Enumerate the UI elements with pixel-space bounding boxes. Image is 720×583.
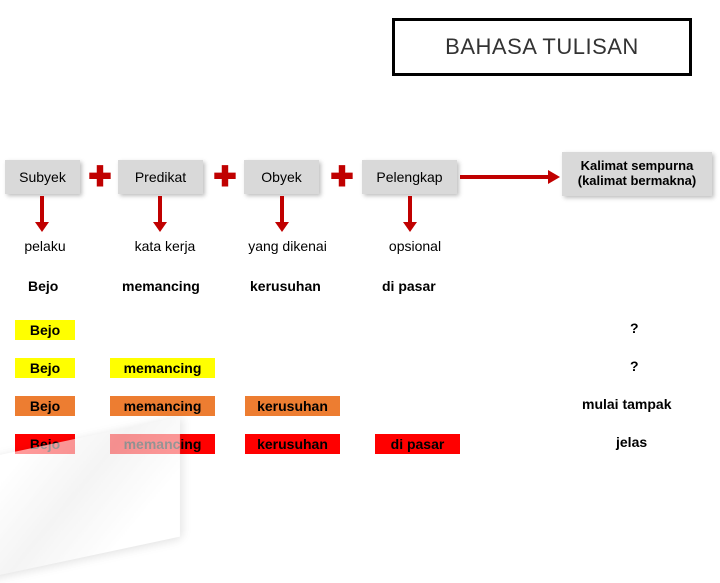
row3-predikat: memancing <box>110 396 215 416</box>
header-obyek: Obyek <box>244 160 319 194</box>
row3-obyek: kerusuhan <box>245 396 340 416</box>
example-pelengkap: di pasar <box>382 278 436 294</box>
header-subyek: Subyek <box>5 160 80 194</box>
header-predikat: Predikat <box>118 160 203 194</box>
row4-result: jelas <box>616 434 647 450</box>
row3-subyek: Bejo <box>15 396 75 416</box>
row2-result: ? <box>630 358 639 374</box>
example-subyek: Bejo <box>28 278 58 294</box>
header-pelengkap: Pelengkap <box>362 160 457 194</box>
arrow-line <box>460 175 550 179</box>
row3-result: mulai tampak <box>582 396 671 412</box>
row2-predikat: memancing <box>110 358 215 378</box>
plus-icon: ✚ <box>330 164 354 188</box>
sublabel-predikat: kata kerja <box>125 238 205 254</box>
plus-icon: ✚ <box>88 164 112 188</box>
down-arrow-icon <box>158 196 162 224</box>
row2-subyek: Bejo <box>15 358 75 378</box>
page-title: BAHASA TULISAN <box>392 18 692 76</box>
sublabel-obyek: yang dikenai <box>240 238 335 254</box>
row1-result: ? <box>630 320 639 336</box>
row4-obyek: kerusuhan <box>245 434 340 454</box>
row1-subyek: Bejo <box>15 320 75 340</box>
example-predikat: memancing <box>122 278 200 294</box>
down-arrow-icon <box>280 196 284 224</box>
down-arrow-icon <box>408 196 412 224</box>
arrow-head-icon <box>548 170 560 184</box>
sublabel-subyek: pelaku <box>20 238 70 254</box>
sublabel-pelengkap: opsional <box>380 238 450 254</box>
down-arrow-icon <box>40 196 44 224</box>
header-result: Kalimat sempurna (kalimat bermakna) <box>562 152 712 196</box>
row4-pelengkap: di pasar <box>375 434 460 454</box>
plus-icon: ✚ <box>213 164 237 188</box>
example-obyek: kerusuhan <box>250 278 321 294</box>
